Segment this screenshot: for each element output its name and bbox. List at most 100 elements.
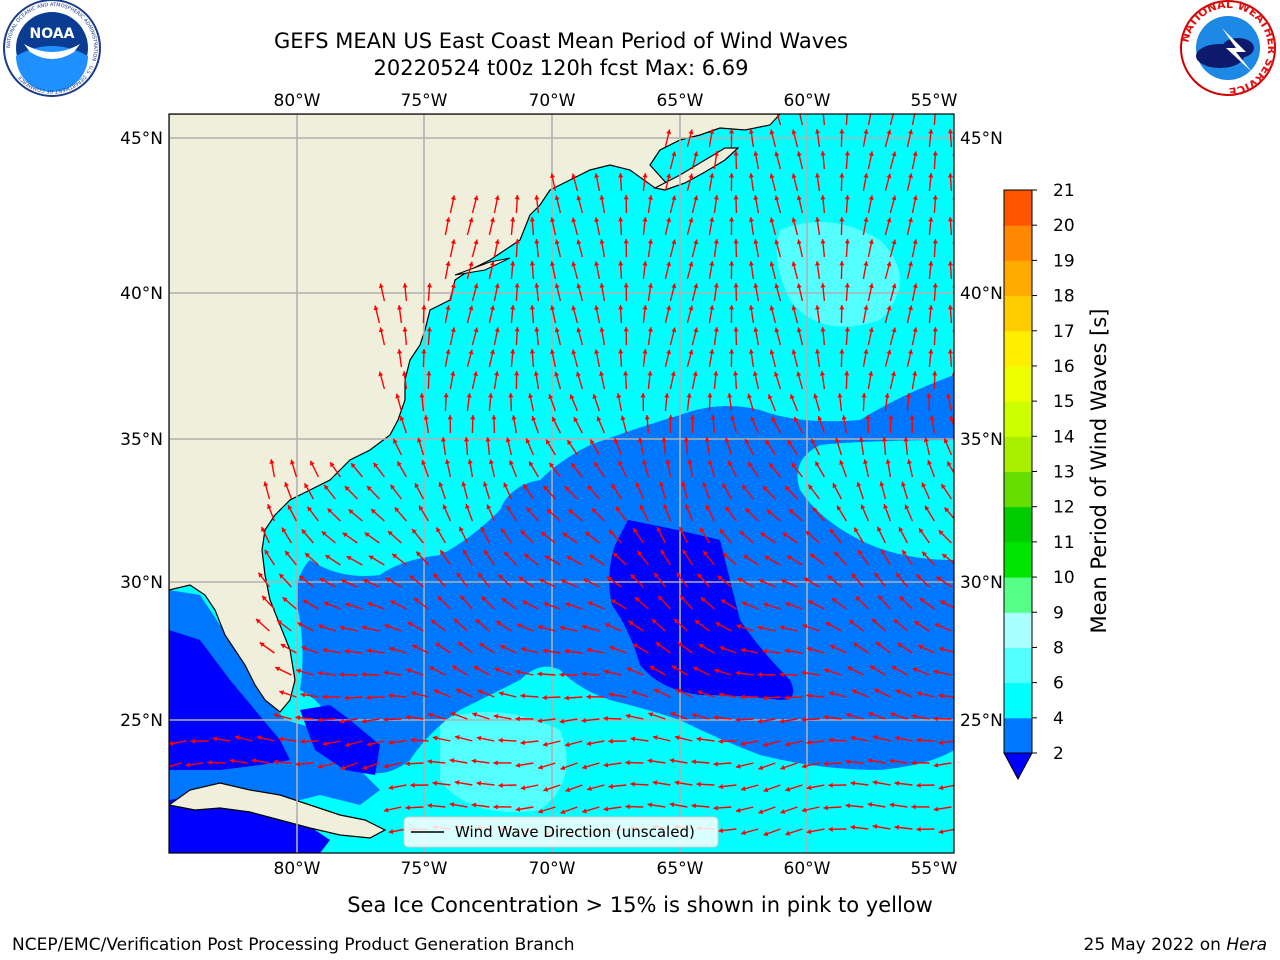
wave-arrow-head [647,239,653,244]
wave-arrow-head [410,782,415,788]
wave-arrow [889,114,895,126]
wave-arrow-head [541,532,547,537]
wave-arrow-head [774,151,780,157]
wave-arrow-head [907,261,914,267]
map-frame [168,113,955,854]
lon-label-top-55w: 55°W [911,91,958,111]
wave-arrow-head [299,575,305,581]
wave-arrow-head [591,508,597,514]
wave-arrow-head [480,527,486,533]
wave-arrow-head [911,713,917,719]
wave-arrow-head [571,261,577,267]
wave-arrow-head [279,690,285,696]
wave-arrow-head [894,780,900,786]
wave-arrow-head [824,668,830,674]
wave-arrow-head [496,621,502,626]
wave-arrow-head [531,416,537,421]
wave-arrow-head [943,438,949,444]
wave-arrow-head [362,765,368,770]
wave-arrow-head [763,742,768,748]
wave-arrow-head [932,283,938,288]
wave-arrow-head [718,827,724,834]
wave-arrow-head [564,486,570,492]
wave-arrow-head [616,393,622,399]
lon-labels-bottom: 80°W 75°W 70°W 65°W 60°W 55°W [274,859,958,879]
wave-arrow-head [466,393,472,398]
wave-arrow-head [791,305,797,311]
wave-arrow-head [575,371,581,377]
wave-arrow [822,114,826,126]
wave-arrow-head [820,327,826,332]
wave-arrow-head [666,129,672,135]
wave-arrow-head [847,666,853,672]
wave-arrow-head [322,694,327,700]
wave-arrow-head [454,618,459,624]
wave-arrow-head [719,529,725,535]
wave-arrow-head [551,416,557,422]
wave-arrow-head [506,505,512,511]
wave-arrow-head [544,555,550,561]
wave-arrow-head [373,462,379,468]
colorbar-segment [1004,436,1032,472]
wave-arrow-head [895,689,901,695]
wave-arrow-head [284,482,290,488]
wave-arrow-head [609,645,615,651]
wave-arrow-head [850,824,856,830]
wave-arrow-head [426,327,432,332]
wave-arrow-head [879,481,885,487]
wave-arrow-head [433,689,439,695]
wave-arrow-head [748,129,754,134]
wave-arrow-head [637,437,644,443]
wave-arrow-head [476,780,482,787]
wave-arrow-head [571,173,577,179]
wave-arrow-head [863,349,869,354]
graticule [169,114,954,853]
wave-arrow-head [713,151,719,156]
lon-label-top-75w: 75°W [401,91,448,111]
wave-arrow-head [394,507,400,513]
wave-arrow-head [576,195,582,201]
wave-arrow-head [669,802,675,808]
wave-arrow-head [665,459,671,464]
wave-arrow-head [581,671,586,677]
wave-arrow-head [606,576,612,582]
wave-arrow-head [618,349,624,354]
lon-label-bottom-55w: 55°W [911,859,958,879]
wave-arrow-head [753,283,759,288]
wave-arrow-head [762,486,768,491]
wave-arrow-head [844,239,850,244]
wave-arrow-head [505,437,511,443]
wave-arrow-head [938,829,944,835]
wave-arrow-head [611,483,617,489]
wave-arrow-head [587,786,592,792]
wave-arrow-head [477,689,483,695]
wave-arrow-head [620,415,626,421]
wave-arrow-head [928,129,934,134]
wave-arrow-head [543,485,549,491]
wave-arrow-head [565,787,571,793]
wave-arrow-head [796,283,802,289]
wave-arrow-head [839,460,845,466]
wave-arrow-head [569,394,575,400]
lat-label-left-40n: 40°N [120,284,163,304]
wave-arrow-head [674,735,680,741]
wave-arrow-head [634,597,640,602]
wave-arrow-head [666,173,672,179]
wave-arrow-head [344,486,350,491]
wave-arrow-head [817,415,823,421]
wave-arrow-head [851,689,857,695]
wave-arrow-head [786,555,792,561]
wave-arrow-head [748,217,754,222]
wave-arrow-head [449,802,455,808]
wave-arrow-head [934,623,940,628]
wave-arrow-head [185,762,191,768]
wave-arrow-head [784,741,790,747]
wave-arrow-head [907,305,914,311]
wave-arrow-head [782,532,788,538]
wave-arrow-head [625,713,631,719]
wave-arrow-head [468,349,474,355]
wave-arrow-head [718,783,724,790]
wave-arrow-head [549,349,556,355]
wave-arrow-head [596,416,602,422]
wave-arrow-head [538,764,544,770]
